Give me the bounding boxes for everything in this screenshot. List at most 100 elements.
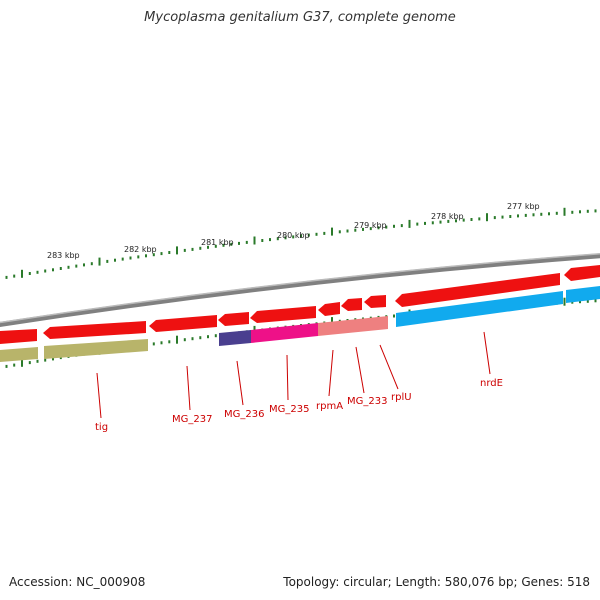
minor-tick — [36, 270, 39, 274]
minor-tick — [393, 224, 395, 228]
cds-arrow — [318, 302, 340, 316]
minor-tick — [462, 218, 465, 222]
minor-tick — [377, 226, 380, 230]
major-tick — [408, 219, 411, 228]
cds-arrow — [341, 298, 362, 311]
minor-tick — [571, 210, 574, 214]
minor-tick — [67, 265, 70, 269]
minor-tick — [59, 267, 62, 270]
minor-tick — [501, 215, 504, 219]
major-tick — [98, 257, 101, 266]
minor-tick — [106, 259, 109, 263]
gene-tig-band — [0, 347, 38, 362]
gene-label-nrde: nrdE — [480, 378, 503, 389]
minor-tick — [594, 299, 597, 303]
cds-arrow — [564, 265, 600, 281]
minor-tick — [152, 253, 155, 257]
minor-tick — [90, 262, 93, 266]
minor-tick — [439, 220, 442, 224]
minor-tick — [586, 299, 589, 303]
minor-tick — [524, 213, 527, 217]
minor-tick — [416, 222, 419, 226]
minor-tick — [114, 258, 116, 262]
major-tick — [253, 236, 256, 245]
minor-tick — [222, 243, 225, 247]
major-tick — [176, 335, 178, 344]
minor-tick — [400, 224, 403, 228]
gene-mg236-band — [219, 330, 251, 346]
minor-tick — [52, 268, 54, 272]
gene-band — [566, 286, 600, 303]
gene-mg235-band — [251, 323, 318, 343]
tick-label-283: 283 kbp — [47, 251, 80, 260]
tick-label-279: 279 kbp — [354, 221, 387, 230]
major-tick — [486, 213, 488, 222]
forward-strand-cds — [0, 265, 600, 344]
minor-tick — [191, 247, 194, 251]
map-title: Mycoplasma genitalium G37, complete geno… — [144, 10, 456, 25]
tick-label-277: 277 kbp — [507, 202, 540, 211]
gene-rpma-band — [318, 316, 388, 336]
minor-tick — [44, 358, 47, 362]
cds-arrow — [250, 306, 316, 323]
minor-tick — [315, 232, 318, 236]
major-tick — [21, 269, 23, 278]
gene-label-rpma: rpmA — [316, 401, 343, 412]
minor-tick — [354, 228, 357, 232]
cds-arrow — [0, 329, 37, 344]
minor-tick — [191, 337, 194, 341]
minor-tick — [75, 264, 78, 268]
minor-tick — [129, 256, 132, 260]
minor-tick — [230, 242, 233, 246]
cds-arrow — [364, 295, 386, 308]
minor-tick — [13, 274, 16, 278]
minor-tick — [307, 233, 310, 237]
minor-tick — [214, 244, 217, 248]
minor-tick — [83, 263, 85, 267]
minor-tick — [36, 359, 39, 363]
minor-tick — [28, 361, 31, 365]
minor-tick — [168, 251, 171, 254]
cds-arrow — [149, 315, 217, 332]
minor-tick — [532, 213, 535, 217]
minor-tick — [338, 230, 341, 234]
minor-tick — [121, 257, 124, 261]
minor-tick — [323, 231, 326, 235]
minor-tick — [160, 252, 163, 256]
minor-tick — [152, 342, 155, 346]
minor-tick — [362, 227, 364, 231]
gene-label-mg235: MG_235 — [269, 404, 309, 415]
minor-tick — [548, 212, 550, 216]
minor-tick — [447, 219, 450, 223]
minor-tick — [586, 209, 589, 213]
minor-tick — [5, 364, 8, 368]
major-tick — [176, 246, 178, 255]
tick-label-278: 278 kbp — [431, 212, 464, 221]
major-tick — [21, 358, 23, 367]
genome-backbone — [0, 253, 600, 327]
minor-tick — [478, 217, 481, 221]
minor-tick — [300, 234, 302, 238]
minor-tick — [238, 241, 240, 245]
cds-arrow — [395, 273, 560, 307]
reverse-strand-genes — [0, 286, 600, 362]
minor-tick — [199, 246, 202, 250]
minor-tick — [579, 210, 581, 214]
minor-tick — [183, 248, 186, 252]
minor-tick — [28, 272, 31, 275]
minor-tick — [393, 314, 395, 318]
accession-text: Accession: NC_000908 — [9, 575, 146, 589]
minor-tick — [160, 341, 163, 345]
minor-tick — [284, 236, 287, 240]
minor-tick — [137, 255, 140, 259]
gene-tig-band — [44, 339, 148, 359]
gene-label-mg236: MG_236 — [224, 409, 264, 420]
tick-label-280: 280 kbp — [277, 231, 310, 240]
minor-tick — [269, 238, 271, 242]
minor-tick — [5, 275, 8, 279]
minor-tick — [470, 218, 473, 221]
gene-label-mg237: MG_237 — [172, 414, 212, 425]
minor-tick — [13, 363, 16, 367]
gene-label-tig: tig — [95, 422, 108, 433]
